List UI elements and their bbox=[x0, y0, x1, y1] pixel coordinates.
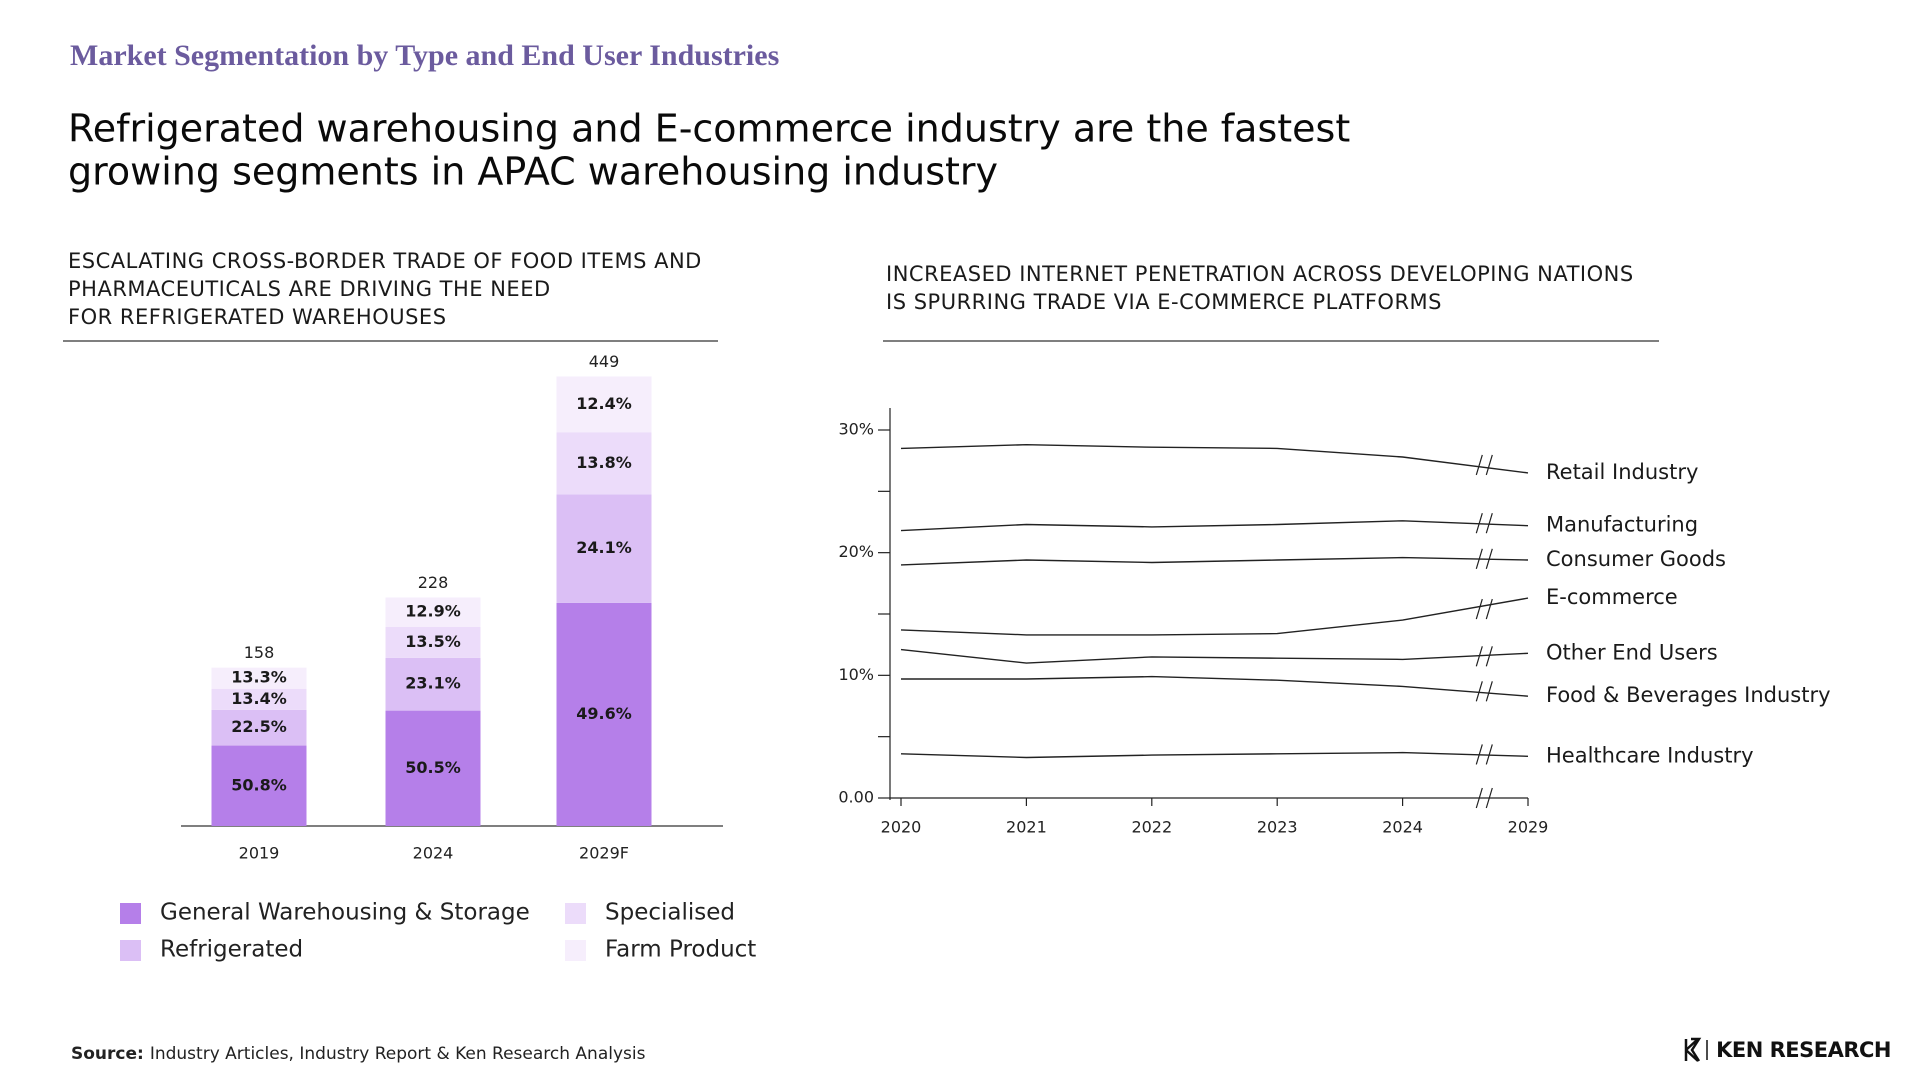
total-label: 158 bbox=[244, 643, 275, 662]
bar-segment bbox=[385, 597, 481, 627]
series-line bbox=[900, 648, 1529, 664]
axis-break bbox=[1475, 787, 1493, 809]
series-label: Retail Industry bbox=[1546, 460, 1698, 484]
segment-label: 13.3% bbox=[231, 668, 287, 687]
segment-label: 13.8% bbox=[576, 453, 632, 472]
bar-segment bbox=[385, 626, 481, 658]
series-label: Food & Beverages Industry bbox=[1546, 683, 1831, 707]
axis-break bbox=[1475, 681, 1493, 702]
axis-break bbox=[1475, 646, 1493, 667]
y-tick-label: 0.00 bbox=[838, 788, 874, 807]
brand-name: KEN RESEARCH bbox=[1716, 1038, 1891, 1062]
source-note: Source: Industry Articles, Industry Repor… bbox=[71, 1044, 646, 1064]
bar-segment bbox=[556, 602, 652, 826]
series-line bbox=[900, 556, 1529, 566]
brand-logo: KEN RESEARCH bbox=[1684, 1037, 1892, 1062]
source-label: Source: bbox=[71, 1044, 144, 1064]
legend-label: Specialised bbox=[605, 900, 735, 926]
x-tick-label: 2021 bbox=[1006, 818, 1047, 837]
bar-segment bbox=[211, 745, 307, 826]
series-label: Consumer Goods bbox=[1546, 547, 1726, 571]
source-text: Industry Articles, Industry Report & Ken… bbox=[150, 1044, 646, 1064]
segment-label: 13.4% bbox=[231, 689, 287, 708]
x-tick-label: 2029F bbox=[579, 844, 629, 863]
axis-break bbox=[1475, 454, 1493, 476]
segment-label: 12.9% bbox=[405, 602, 461, 621]
chart-subtitle: ESCALATING CROSS-BORDER TRADE OF FOOD IT… bbox=[68, 249, 702, 273]
bar-segment bbox=[385, 657, 481, 711]
y-tick-label: 10% bbox=[838, 665, 874, 684]
axis-break bbox=[1475, 744, 1493, 765]
bar-segment bbox=[211, 688, 307, 710]
bar-segment bbox=[556, 376, 652, 433]
page-title: Market Segmentation by Type and End User… bbox=[70, 39, 779, 72]
chart-subtitle: FOR REFRIGERATED WAREHOUSES bbox=[68, 305, 447, 329]
segment-label: 50.8% bbox=[231, 775, 287, 794]
headline: growing segments in APAC warehousing ind… bbox=[68, 150, 998, 194]
series-line bbox=[900, 751, 1529, 759]
logo-icon bbox=[1684, 1037, 1702, 1062]
x-tick-label: 2023 bbox=[1257, 818, 1298, 837]
legend-label: Refrigerated bbox=[160, 937, 303, 963]
bar-segment bbox=[556, 432, 652, 495]
chart-subtitle: IS SPURRING TRADE VIA E-COMMERCE PLATFOR… bbox=[886, 290, 1442, 314]
axis-break bbox=[1475, 548, 1493, 569]
legend-swatch bbox=[120, 903, 141, 924]
headline: Refrigerated warehousing and E-commerce … bbox=[68, 107, 1350, 151]
axis-break bbox=[1475, 513, 1493, 534]
series-line bbox=[900, 597, 1529, 636]
chart-subtitle: PHARMACEUTICALS ARE DRIVING THE NEED bbox=[68, 277, 551, 301]
x-tick-label: 2019 bbox=[239, 844, 280, 863]
x-tick-label: 2029 bbox=[1508, 818, 1549, 837]
total-label: 228 bbox=[418, 573, 449, 592]
y-tick-label: 30% bbox=[838, 420, 874, 439]
series-line bbox=[901, 675, 1529, 697]
segment-label: 22.5% bbox=[231, 717, 287, 736]
series-label: Healthcare Industry bbox=[1546, 743, 1754, 767]
x-tick-label: 2024 bbox=[1382, 818, 1423, 837]
series-label: Manufacturing bbox=[1546, 513, 1698, 537]
segment-label: 49.6% bbox=[576, 704, 632, 723]
legend-label: Farm Product bbox=[605, 937, 756, 963]
segment-label: 24.1% bbox=[576, 538, 632, 557]
bar-segment bbox=[385, 710, 481, 826]
series-line bbox=[900, 520, 1529, 532]
bar-segment bbox=[211, 667, 307, 689]
segment-label: 13.5% bbox=[405, 632, 461, 651]
series-line bbox=[900, 443, 1529, 474]
legend-label: General Warehousing & Storage bbox=[160, 900, 530, 926]
bar-segment bbox=[556, 494, 652, 603]
axis-break bbox=[1475, 598, 1493, 620]
series-label: E-commerce bbox=[1546, 585, 1678, 609]
segment-label: 50.5% bbox=[405, 758, 461, 777]
legend-swatch bbox=[120, 940, 141, 961]
legend-swatch bbox=[565, 940, 586, 961]
bar-segment bbox=[211, 709, 307, 746]
chart-subtitle: INCREASED INTERNET PENETRATION ACROSS DE… bbox=[886, 262, 1634, 286]
legend-swatch bbox=[565, 903, 586, 924]
segment-label: 23.1% bbox=[405, 674, 461, 693]
series-label: Other End Users bbox=[1546, 640, 1718, 664]
total-label: 449 bbox=[589, 352, 620, 371]
x-tick-label: 2024 bbox=[413, 844, 454, 863]
segment-label: 12.4% bbox=[576, 394, 632, 413]
x-tick-label: 2022 bbox=[1131, 818, 1172, 837]
x-tick-label: 2020 bbox=[881, 818, 922, 837]
y-tick-label: 20% bbox=[838, 542, 874, 561]
